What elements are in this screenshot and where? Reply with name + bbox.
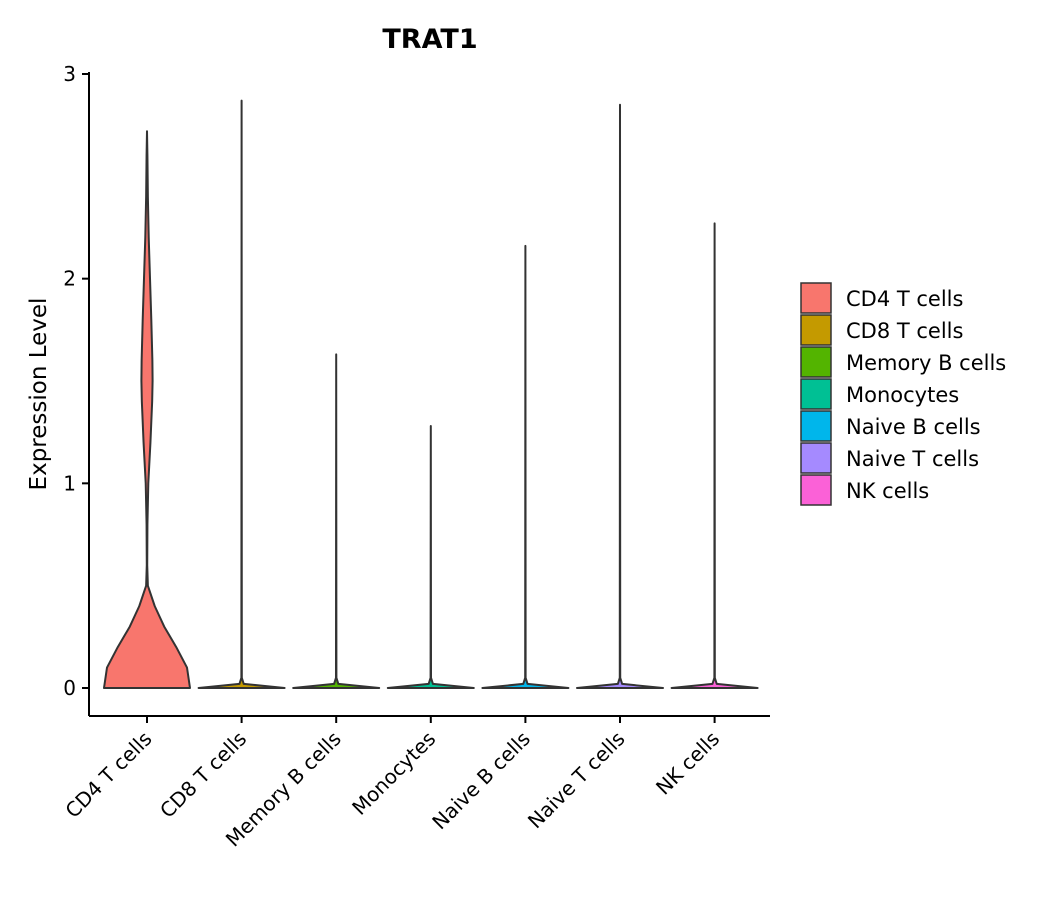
chart-title: TRAT1 — [382, 24, 477, 55]
legend-label: Naive T cells — [846, 447, 979, 471]
legend-label: Naive B cells — [846, 415, 981, 439]
x-tick-label: CD8 T cells — [155, 727, 251, 823]
y-tick-label: 0 — [63, 676, 76, 700]
violin-monocytes — [386, 425, 475, 689]
legend-label: CD4 T cells — [846, 287, 963, 311]
y-tick-label: 3 — [63, 62, 76, 86]
x-tick-label: Naive T cells — [523, 727, 630, 834]
x-tick-label: Monocytes — [347, 727, 440, 820]
x-tick-label: NK cells — [651, 727, 724, 800]
x-tick-label: CD4 T cells — [60, 727, 156, 823]
violin-cd4-t-cells — [103, 130, 191, 689]
violin-naive-t-cells — [576, 103, 664, 689]
violin-group — [103, 99, 759, 689]
legend-swatch — [800, 442, 832, 474]
y-tick-label: 1 — [63, 471, 76, 495]
violin-nk-cells — [670, 222, 759, 689]
legend-swatch — [800, 410, 832, 442]
legend: CD4 T cells CD8 T cells Memory B cells Mono… — [800, 282, 1006, 506]
legend-swatch — [800, 378, 832, 410]
violin-cd8-t-cells — [197, 99, 286, 689]
legend-label: Monocytes — [846, 383, 959, 407]
violin-naive-b-cells — [481, 244, 570, 689]
y-tick-label: 2 — [63, 267, 76, 291]
x-tick-label: Naive B cells — [427, 727, 535, 835]
y-axis-label: Expression Level — [26, 298, 52, 491]
legend-swatch — [800, 314, 832, 346]
legend-swatch — [800, 474, 832, 506]
legend-swatch — [800, 282, 832, 314]
legend-swatch — [800, 346, 832, 378]
legend-label: Memory B cells — [846, 351, 1006, 375]
violin-memory-b-cells — [292, 353, 381, 689]
legend-label: CD8 T cells — [846, 319, 963, 343]
y-ticks: 0 1 2 3 — [63, 62, 89, 700]
legend-label: NK cells — [846, 479, 929, 503]
